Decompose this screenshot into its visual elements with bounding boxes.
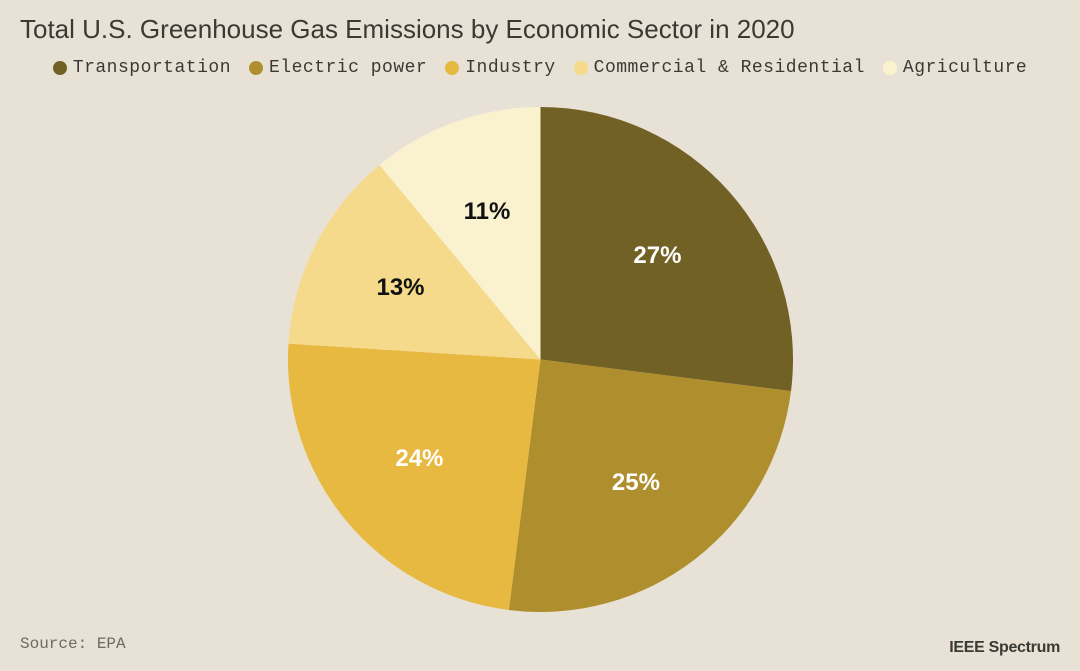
source-label: Source: EPA — [20, 635, 126, 653]
pie-slice-label: 25% — [612, 469, 660, 497]
legend-swatch-icon — [249, 61, 263, 75]
pie-slice-label: 11% — [464, 198, 511, 226]
legend-item: Commercial & Residential — [574, 58, 865, 78]
legend-swatch-icon — [883, 61, 897, 75]
legend-label: Industry — [465, 58, 555, 78]
legend-swatch-icon — [53, 61, 67, 75]
legend-item: Transportation — [53, 58, 231, 78]
legend-swatch-icon — [574, 61, 588, 75]
legend-item: Industry — [445, 58, 555, 78]
legend-swatch-icon — [445, 61, 459, 75]
pie-slice-label: 27% — [633, 242, 681, 270]
pie-slice — [288, 344, 541, 610]
legend-label: Transportation — [73, 58, 231, 78]
legend-label: Commercial & Residential — [594, 58, 865, 78]
pie-slice-label: 13% — [376, 274, 424, 302]
legend: Transportation Electric power Industry Comm… — [0, 58, 1080, 78]
legend-label: Electric power — [269, 58, 427, 78]
pie-slice-label: 24% — [395, 445, 443, 473]
pie-chart-container: 27% 25% 24% 13% 11% — [0, 92, 1080, 627]
legend-item: Electric power — [249, 58, 427, 78]
attribution-label: IEEE Spectrum — [949, 639, 1060, 657]
legend-label: Agriculture — [903, 58, 1027, 78]
chart-title: Total U.S. Greenhouse Gas Emissions by E… — [20, 14, 795, 45]
pie-chart: 27% 25% 24% 13% 11% — [288, 107, 793, 612]
legend-item: Agriculture — [883, 58, 1027, 78]
